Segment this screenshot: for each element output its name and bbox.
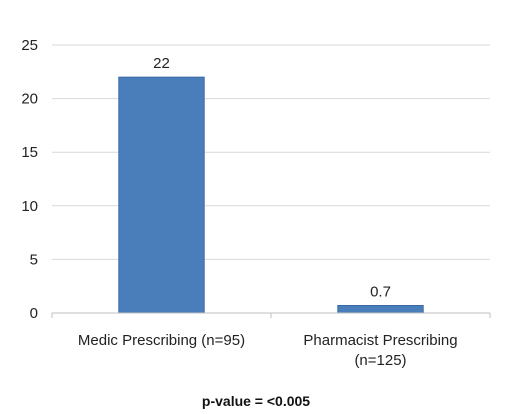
p-value-annotation: p-value = <0.005 [201, 393, 311, 409]
y-tick-label: 25 [21, 37, 38, 54]
x-axis-categories: Medic Prescribing (n=95) Pharmacist Presc… [78, 332, 458, 369]
bars [118, 76, 424, 314]
data-label: 22 [153, 55, 170, 72]
y-tick-label: 0 [30, 305, 38, 322]
data-labels: 220.7 [153, 55, 391, 300]
gridlines [52, 44, 490, 260]
x-axis [51, 312, 491, 318]
category-label: Pharmacist Prescribing (n=125) [303, 332, 457, 369]
y-tick-label: 5 [30, 251, 38, 268]
y-tick-label: 15 [21, 144, 38, 161]
y-tick-label: 20 [21, 91, 38, 108]
bar [337, 304, 424, 314]
y-tick-label: 10 [21, 198, 38, 215]
bar [118, 76, 205, 314]
category-label: Medic Prescribing (n=95) [78, 332, 245, 349]
y-axis-ticks: 0 5 10 15 20 25 [21, 37, 38, 322]
data-label: 0.7 [370, 283, 391, 300]
